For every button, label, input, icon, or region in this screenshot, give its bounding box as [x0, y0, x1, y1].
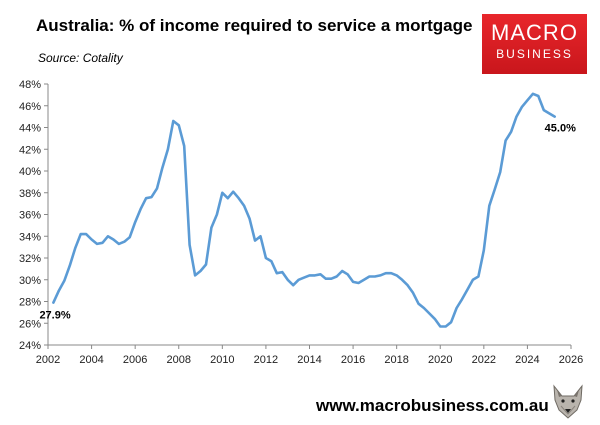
- y-tick-label: 28%: [19, 297, 41, 309]
- y-tick-label: 44%: [19, 123, 41, 135]
- y-tick-label: 42%: [19, 144, 41, 156]
- x-tick-label: 2008: [167, 354, 191, 366]
- data-label: 45.0%: [545, 123, 576, 135]
- logo-line-1: MACRO: [491, 20, 578, 45]
- logo-line-2: BUSINESS: [496, 47, 573, 61]
- wolf-icon: [553, 384, 583, 419]
- y-tick-label: 38%: [19, 188, 41, 200]
- y-tick-label: 24%: [19, 340, 41, 352]
- y-tick-label: 36%: [19, 210, 41, 222]
- y-tick-label: 26%: [19, 318, 41, 330]
- series-line: [52, 92, 557, 328]
- x-tick-label: 2024: [515, 354, 539, 366]
- x-tick-label: 2006: [123, 354, 147, 366]
- y-tick-label: 30%: [19, 275, 41, 287]
- chart-title: Australia: % of income required to servi…: [36, 16, 473, 35]
- x-tick-label: 2012: [254, 354, 278, 366]
- chart-source: Source: Cotality: [38, 51, 123, 65]
- y-tick-label: 32%: [19, 253, 41, 265]
- x-tick-label: 2010: [210, 354, 234, 366]
- website-url: www.macrobusiness.com.au: [316, 396, 549, 415]
- line-chart: 24% 26% 28% 30% 32% 34% 36% 38% 40% 42% 44% 46% 48% 2…: [19, 79, 583, 366]
- x-tick-label: 2020: [428, 354, 452, 366]
- x-tick-label: 2002: [36, 354, 60, 366]
- y-tick-label: 34%: [19, 231, 41, 243]
- y-tick-label: 46%: [19, 101, 41, 113]
- macrobusiness-logo: MACRO BUSINESS: [482, 14, 587, 74]
- data-label: 27.9%: [39, 310, 70, 322]
- y-tick-label: 40%: [19, 166, 41, 178]
- x-tick-label: 2018: [384, 354, 408, 366]
- x-tick-label: 2014: [297, 354, 321, 366]
- x-tick-label: 2016: [341, 354, 365, 366]
- x-tick-label: 2022: [472, 354, 496, 366]
- x-tick-label: 2004: [79, 354, 103, 366]
- y-tick-label: 48%: [19, 79, 41, 91]
- x-tick-label: 2026: [559, 354, 583, 366]
